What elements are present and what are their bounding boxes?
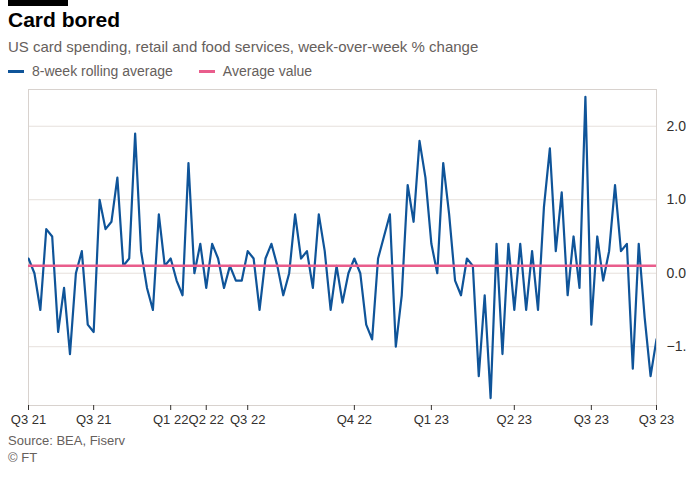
svg-text:Q1 23: Q1 23	[414, 412, 449, 427]
svg-text:1.0: 1.0	[667, 191, 687, 207]
svg-text:Q4 22: Q4 22	[337, 412, 372, 427]
svg-text:Q3 21: Q3 21	[11, 412, 46, 427]
svg-text:Q2 23: Q2 23	[497, 412, 532, 427]
svg-text:Q3 22: Q3 22	[230, 412, 265, 427]
html-text:8-week rolling average: 8-week rolling average	[32, 63, 173, 79]
html-text:Average value: Average value	[222, 63, 313, 79]
svg-text:Q2 22: Q2 22	[189, 412, 224, 427]
svg-text:−1.0: −1.0	[667, 338, 687, 354]
html-text:Card bored: Card bored	[8, 8, 120, 31]
svg-text:Q3 21: Q3 21	[76, 412, 111, 427]
html-text:Source: BEA, Fiserv: Source: BEA, Fiserv	[8, 433, 125, 448]
svg-text:Q1 22: Q1 22	[153, 412, 188, 427]
svg-text:Q3 23: Q3 23	[639, 412, 674, 427]
svg-text:Q3 23: Q3 23	[574, 412, 609, 427]
html-text:US card spending, retail and f: US card spending, retail and food servic…	[8, 38, 479, 55]
svg-text:2.0: 2.0	[667, 118, 687, 134]
svg-text:0.0: 0.0	[667, 265, 687, 281]
html-text:© FT: © FT	[8, 450, 38, 465]
